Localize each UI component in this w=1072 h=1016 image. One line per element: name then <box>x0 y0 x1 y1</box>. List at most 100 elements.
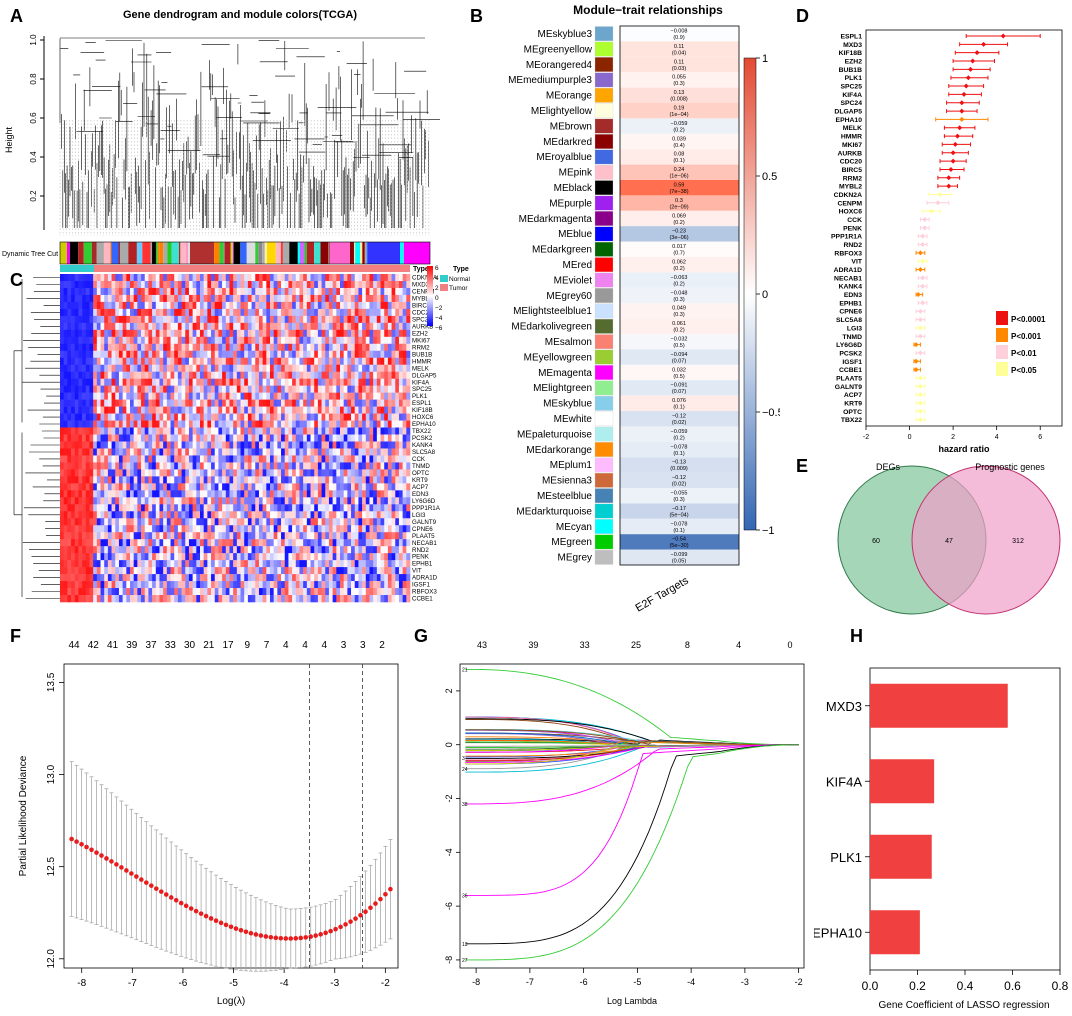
module-trait-value: 0.017 <box>672 244 686 250</box>
bar-xtick: 0.2 <box>909 979 926 993</box>
heatmap-gene-label: PCSK2 <box>412 435 433 442</box>
module-trait-cell <box>620 72 739 88</box>
lasso-path-ytick: -2 <box>444 795 454 803</box>
module-name: MEgreenyellow <box>524 44 593 55</box>
lasso-cv-point <box>183 903 189 909</box>
forest-gene-label: MKI67 <box>842 142 862 149</box>
lasso-path-top-tick: 25 <box>631 640 641 650</box>
module-trait-pvalue: (0.7) <box>673 251 684 257</box>
bar-category-label: PLK1 <box>830 850 862 865</box>
lasso-cv-point <box>94 850 99 855</box>
module-name: MEred <box>563 260 592 271</box>
lasso-path-curve-label: 27 <box>462 958 468 964</box>
forest-legend-label: P<0.0001 <box>1011 315 1046 324</box>
lasso-cv-top-tick: 4 <box>321 640 327 651</box>
lasso-path-ytick: -6 <box>444 902 454 910</box>
forest-xtick: 0 <box>908 434 912 441</box>
module-name: MEpaleturquoise <box>517 429 592 440</box>
lasso-cv-point <box>163 892 169 897</box>
module-trait-cell <box>620 488 739 504</box>
module-trait-pvalue: (0.05) <box>672 559 687 565</box>
lasso-path-curve <box>465 744 799 945</box>
panel-label-h: H <box>850 626 863 646</box>
module-trait-value: 0.076 <box>672 398 686 404</box>
module-trait-cell <box>620 441 739 458</box>
module-trait-cell <box>620 411 739 427</box>
module-color-swatch <box>594 426 614 442</box>
forest-gene-label: KIF18B <box>839 50 863 57</box>
lasso-path-ytick: 2 <box>444 688 454 693</box>
forest-legend-label: P<0.05 <box>1011 366 1037 375</box>
forest-gene-label: CDKN2A <box>834 192 862 199</box>
heatmap-annotation-normal <box>60 265 94 272</box>
forest-gene-label: EPHB1 <box>839 300 862 307</box>
forest-hr-point <box>935 200 941 206</box>
lasso-cv-point <box>74 839 79 844</box>
lasso-cv-point <box>139 877 144 882</box>
lasso-cv-ytick: 13.0 <box>46 764 57 784</box>
heatmap-gene-label: PLAAT5 <box>412 533 435 540</box>
module-trait-value: 0.3 <box>675 198 683 204</box>
heatmap-gene-label: KRT9 <box>412 477 428 484</box>
heatmap-gene-label: CCBE1 <box>412 596 433 603</box>
lasso-cv-point <box>378 896 383 902</box>
module-trait-value: −0.13 <box>672 460 686 466</box>
module-trait-pvalue: (3e−06) <box>669 235 688 241</box>
forest-gene-label: PENK <box>843 225 862 232</box>
heatmap-gene-label: LY6G6D <box>412 498 436 505</box>
forest-hr-point <box>965 75 971 81</box>
module-color-swatch <box>594 272 614 288</box>
module-trait-colorbar-tick: −0.5 <box>762 407 780 419</box>
lasso-cv-point <box>114 862 119 867</box>
module-color-swatch <box>594 380 614 396</box>
lasso-cv-point <box>348 919 353 924</box>
module-color-swatch <box>594 395 614 411</box>
forest-gene-label: NECAB1 <box>834 275 862 282</box>
forest-hr-point <box>937 191 943 197</box>
heatmap-gene-label: RBFOX3 <box>412 589 437 596</box>
forest-hr-point <box>920 242 926 248</box>
heatmap-legend-swatch <box>440 275 448 282</box>
lasso-cv-ytick: 12.0 <box>46 949 57 969</box>
module-name: MEplum1 <box>550 460 593 471</box>
lasso-cv-point <box>228 924 234 930</box>
lasso-cv-point <box>363 909 368 914</box>
lasso-cv-point <box>104 856 109 861</box>
forest-hr-point <box>922 216 928 222</box>
lasso-path-curve <box>465 729 799 746</box>
lasso-cv-point <box>223 922 229 928</box>
module-trait-pvalue: (0.3) <box>673 297 684 303</box>
heatmap-gene-label: CPNE6 <box>412 526 433 533</box>
lasso-cv-panel: -8 -7 -6 -5 -4 -3 -212.012.513.013.544 42 41 39 37… <box>18 640 399 1007</box>
module-trait-pvalue: (0.5) <box>673 374 684 380</box>
lasso-path-curve-label: 13 <box>462 942 468 948</box>
module-trait-colorbar-tick: 0.5 <box>762 171 777 183</box>
module-color-swatch <box>594 442 614 457</box>
lasso-cv-point <box>358 912 363 918</box>
module-trait-cell <box>620 195 739 211</box>
forest-gene-label: ACP7 <box>844 392 862 399</box>
module-name: MEpurple <box>549 198 592 209</box>
forest-hr-point <box>917 350 923 356</box>
module-name: MEgrey60 <box>546 291 592 302</box>
lasso-path-ytick: -4 <box>444 848 454 856</box>
module-trait-pvalue: (0.1) <box>673 451 684 457</box>
module-name: MElightyellow <box>531 106 593 117</box>
module-trait-xlabel: E2F Targets <box>634 574 692 614</box>
lasso-path-top-tick: 8 <box>685 640 690 650</box>
forest-gene-label: EDN3 <box>844 292 862 299</box>
lasso-cv-point <box>148 883 154 888</box>
forest-gene-label: RND2 <box>843 242 862 249</box>
lasso-cv-point <box>233 926 239 931</box>
forest-gene-label: DLGAP5 <box>834 109 862 116</box>
lasso-cv-point <box>178 900 184 906</box>
module-trait-pvalue: (0.9) <box>673 35 684 41</box>
lasso-cv-top-tick: 4 <box>302 640 308 651</box>
heatmap-gene-label: HMMR <box>412 358 432 365</box>
heatmap-gene-label: KIF18B <box>412 407 433 414</box>
module-color-swatch <box>594 549 614 565</box>
module-trait-pvalue: (1e−04) <box>669 112 688 118</box>
forest-gene-label: CPNE6 <box>839 309 862 316</box>
forest-legend-swatch <box>996 311 1008 325</box>
module-trait-cell <box>620 457 739 473</box>
